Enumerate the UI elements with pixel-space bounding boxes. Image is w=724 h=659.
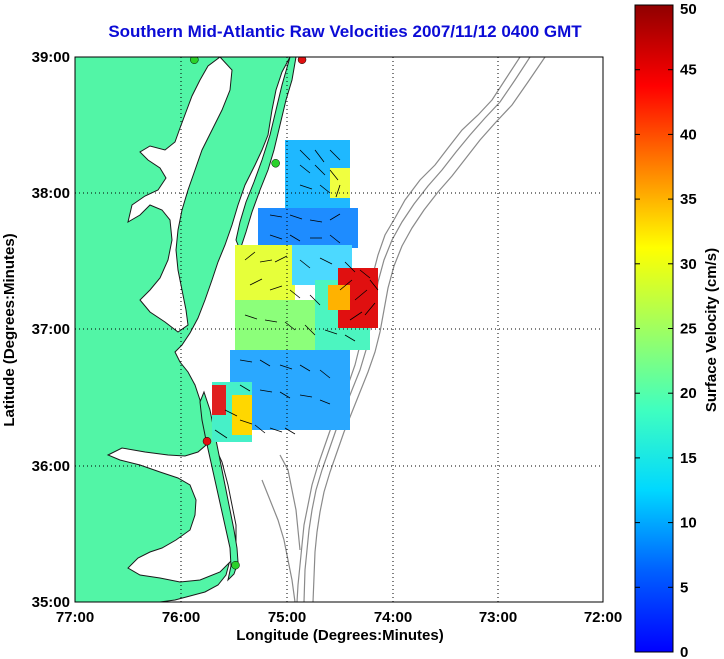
station-marker[interactable] xyxy=(202,436,212,446)
y-axis-label: Latitude (Degrees:Minutes) xyxy=(1,233,18,426)
station-marker[interactable] xyxy=(271,159,280,168)
y-tick-label: 38:00 xyxy=(32,185,70,202)
y-tick-label: 39:00 xyxy=(32,49,70,66)
station-markers xyxy=(190,56,307,570)
colorbar-tick-label: 30 xyxy=(680,256,697,273)
y-tick-label: 35:00 xyxy=(32,594,70,611)
map-title: Southern Mid-Atlantic Raw Velocities 200… xyxy=(108,22,582,41)
colorbar-tick-label: 40 xyxy=(680,126,697,143)
station-marker[interactable] xyxy=(231,560,240,570)
colorbar-tick-label: 45 xyxy=(680,62,697,79)
y-ticks: 39:00 38:00 37:00 36:00 35:00 xyxy=(32,49,70,611)
x-tick-label: 73:00 xyxy=(479,609,517,626)
velocity-arrows xyxy=(214,149,379,439)
colorbar-tick-label: 35 xyxy=(680,191,697,208)
x-tick-label: 77:00 xyxy=(56,609,94,626)
colorbar-tick-label: 5 xyxy=(680,579,688,596)
x-tick-label: 75:00 xyxy=(268,609,306,626)
colorbar-tick-label: 15 xyxy=(680,450,697,467)
colorbar-tick-label: 50 xyxy=(680,1,697,18)
delmarva-shore xyxy=(235,57,297,252)
x-tick-label: 72:00 xyxy=(584,609,622,626)
x-tick-label: 76:00 xyxy=(162,609,200,626)
station-marker[interactable] xyxy=(190,56,199,64)
station-marker[interactable] xyxy=(297,56,307,64)
colorbar-tick-label: 20 xyxy=(680,385,697,402)
x-tick-label: 74:00 xyxy=(374,609,412,626)
y-tick-label: 37:00 xyxy=(32,321,70,338)
colorbar-tick-label: 25 xyxy=(680,321,697,338)
x-ticks: 77:00 76:00 75:00 74:00 73:00 72:00 xyxy=(56,609,622,626)
colorbar-tick-label: 0 xyxy=(680,644,688,659)
colorbar-label: Surface Velocity (cm/s) xyxy=(703,248,720,412)
colorbar-tick-label: 10 xyxy=(680,515,697,532)
mainland-land xyxy=(75,57,291,602)
colorbar-ticks: 0 5 10 15 20 25 30 35 40 45 50 xyxy=(635,1,697,659)
y-tick-label: 36:00 xyxy=(32,458,70,475)
grid xyxy=(75,57,603,602)
x-axis-label: Longitude (Degrees:Minutes) xyxy=(236,627,444,644)
colorbar xyxy=(634,4,674,653)
velocity-field xyxy=(212,140,378,442)
